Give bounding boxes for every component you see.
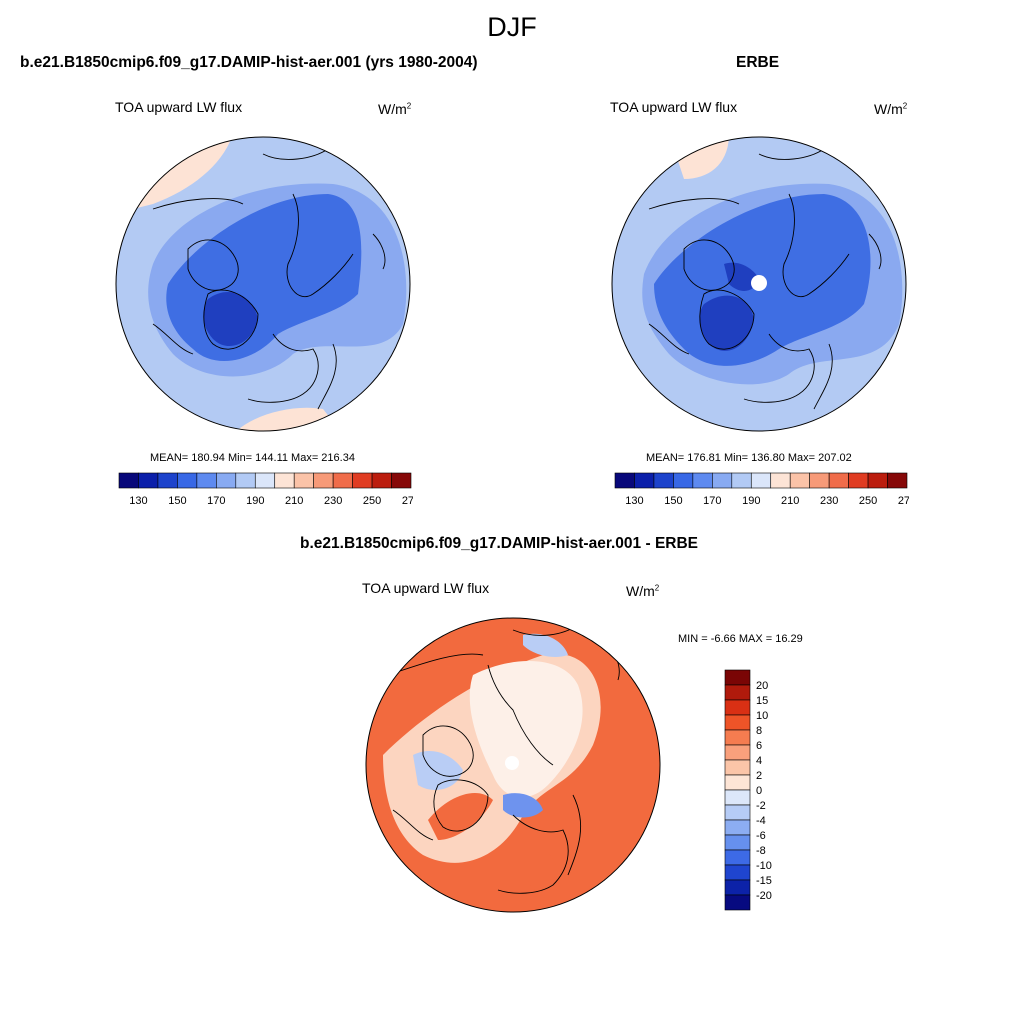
panel-1-colorbar-swatch (293, 472, 314, 489)
panel-3-colorbar-tick-label: 8 (756, 725, 762, 737)
panel-3-colorbar-tick-label: 6 (756, 740, 762, 752)
panel-3-colorbar-swatch (724, 864, 751, 881)
panel-3-colorbar-tick-label: -4 (756, 815, 766, 827)
panel-2-colorbar-swatch (848, 472, 869, 489)
panel-3-colorbar-tick-label: 2 (756, 770, 762, 782)
panel-2-colorbar-tick-label: 230 (820, 495, 838, 507)
panel-2-colorbar-swatch (789, 472, 810, 489)
panel-3-colorbar-tick-label: -15 (756, 875, 772, 887)
panel-1-colorbar-swatch (157, 472, 178, 489)
panel-3-colorbar-swatch (724, 669, 751, 686)
panel-2-colorbar: 130 150 170 190 210 230 250 270 (614, 472, 909, 507)
panel-2-colorbar-tick-label: 190 (742, 495, 760, 507)
panel-3-title: b.e21.B1850cmip6.f09_g17.DAMIP-hist-aer.… (300, 535, 699, 552)
panel-1-colorbar-tick-label: 170 (207, 495, 225, 507)
panel-1-title: b.e21.B1850cmip6.f09_g17.DAMIP-hist-aer.… (20, 54, 478, 71)
panel-3-colorbar-swatch (724, 789, 751, 806)
panel-1-stats: MEAN= 180.94 Min= 144.11 Max= 216.34 (150, 452, 355, 464)
panel-2-title: ERBE (736, 54, 780, 71)
panel-3-colorbar-tick-label: -2 (756, 800, 766, 812)
panel-3-colorbar-swatch (724, 879, 751, 896)
panel-3-stats: MIN = -6.66 MAX = 16.29 (678, 633, 803, 645)
panel-3-colorbar-swatch (724, 744, 751, 761)
panel-2-colorbar-tick-label: 210 (781, 495, 799, 507)
page-title: DJF (487, 12, 537, 42)
panel-2-colorbar-tick-label: 250 (859, 495, 877, 507)
panel-1-variable-label: TOA upward LW flux (115, 99, 243, 115)
panel-1-colorbar-swatch (235, 472, 256, 489)
panel-1-colorbar-tick-label: 190 (246, 495, 264, 507)
panel-2-colorbar-swatch (731, 472, 752, 489)
panel-3-colorbar-swatch (724, 729, 751, 746)
panel-2-colorbar-swatch (867, 472, 888, 489)
panel-2-colorbar-tick-label: 270 (898, 495, 909, 507)
panel-3-colorbar-swatch (724, 774, 751, 791)
panel-1-colorbar-swatch (177, 472, 198, 489)
panel-1-colorbar-tick-label: 270 (402, 495, 413, 507)
panel-1-colorbar-swatch (138, 472, 159, 489)
panel-2-polar-map (611, 136, 907, 432)
panel-1-colorbar-swatch (254, 472, 276, 489)
panel-2-colorbar-swatch (653, 472, 674, 489)
panel-3-colorbar-tick-label: -6 (756, 830, 766, 842)
panel-3-polar-map (365, 617, 661, 913)
panel-2-pole-hole (751, 275, 767, 291)
panel-2-colorbar-swatch (828, 472, 849, 489)
panel-1-colorbar-swatch (118, 472, 139, 489)
panel-2-colorbar-swatch (673, 472, 694, 489)
panel-1-colorbar-tick-label: 230 (324, 495, 342, 507)
panel-3-colorbar-tick-label: -20 (756, 890, 772, 902)
panel-3-colorbar-swatch (724, 684, 751, 701)
panel-2-colorbar-swatch (887, 472, 908, 489)
panel-3-colorbar-swatch (724, 819, 751, 836)
panel-1-colorbar-tick-label: 130 (129, 495, 147, 507)
panel-2-colorbar-swatch (614, 472, 635, 489)
panel-3-colorbar-tick-label: 0 (756, 785, 762, 797)
panel-3-pole-hole (505, 756, 519, 770)
panel-3-colorbar-tick-label: -8 (756, 845, 766, 857)
panel-1-colorbar-swatch (371, 472, 392, 489)
panel-1-colorbar: 130 150 170 190 210 230 250 270 (118, 472, 413, 507)
panel-1-colorbar-swatch (391, 472, 412, 489)
panel-3-colorbar-swatch (724, 759, 751, 776)
panel-3-variable-label: TOA upward LW flux (362, 580, 490, 596)
panel-2-stats: MEAN= 176.81 Min= 136.80 Max= 207.02 (646, 452, 852, 464)
panel-2-colorbar-swatch (692, 472, 713, 489)
panel-1-units: W/m2 (378, 101, 412, 117)
panel-2-colorbar-swatch (750, 472, 772, 489)
panel-1-colorbar-swatch (313, 472, 334, 489)
panel-3-colorbar-swatch (724, 849, 751, 866)
panel-3-units: W/m2 (626, 583, 660, 599)
panel-2-colorbar-swatch (712, 472, 733, 489)
panel-1-colorbar-swatch (352, 472, 373, 489)
panel-3-colorbar-swatch (724, 714, 751, 731)
panel-1-polar-map (115, 136, 411, 432)
panel-3-colorbar-swatch (724, 834, 751, 851)
panel-3-colorbar-swatch (724, 894, 751, 911)
panel-3-colorbar-tick-label: 4 (756, 755, 762, 767)
panel-2-variable-label: TOA upward LW flux (610, 99, 738, 115)
panel-2-colorbar-tick-label: 170 (703, 495, 721, 507)
panel-1-colorbar-swatch (196, 472, 217, 489)
panel-1-colorbar-tick-label: 250 (363, 495, 381, 507)
panel-3-colorbar-swatch (724, 699, 751, 716)
panel-2-colorbar-tick-label: 130 (625, 495, 643, 507)
panel-2-colorbar-swatch (770, 472, 791, 489)
panel-1-colorbar-swatch (274, 472, 295, 489)
panel-1-colorbar-swatch (332, 472, 353, 489)
panel-1-colorbar-swatch (216, 472, 237, 489)
panel-2-colorbar-swatch (634, 472, 655, 489)
panel-2-colorbar-tick-label: 150 (664, 495, 682, 507)
panel-3-colorbar-swatch (724, 804, 751, 821)
panel-1-colorbar-tick-label: 150 (168, 495, 186, 507)
panel-2-units: W/m2 (874, 101, 908, 117)
panel-3-colorbar-tick-label: 15 (756, 695, 768, 707)
panel-3-colorbar-tick-label: 20 (756, 680, 768, 692)
panel-3-colorbar-tick-label: -10 (756, 860, 772, 872)
panel-1-colorbar-tick-label: 210 (285, 495, 303, 507)
panel-3-colorbar-tick-label: 10 (756, 710, 768, 722)
panel-2-colorbar-swatch (809, 472, 830, 489)
